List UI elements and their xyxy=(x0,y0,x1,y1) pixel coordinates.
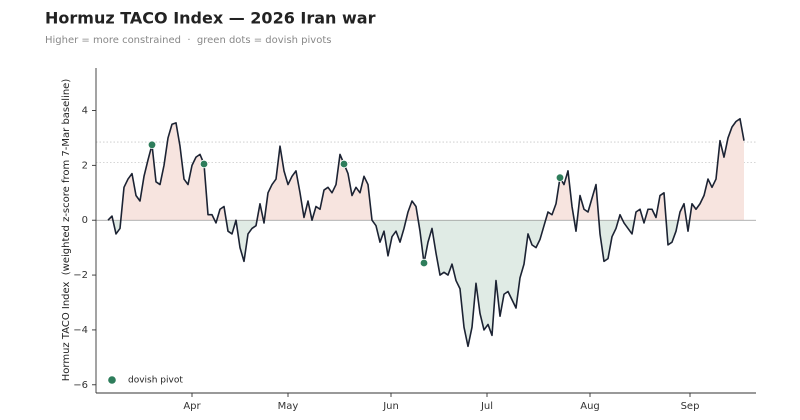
x-tick-label: Sep xyxy=(681,401,700,412)
pivot-dot xyxy=(339,159,349,169)
x-tick-label: Jun xyxy=(382,401,399,412)
x-tick-label: Jul xyxy=(480,401,493,412)
legend-label: dovish pivot xyxy=(128,376,183,386)
x-tick-label: May xyxy=(278,401,299,412)
x-tick-label: Apr xyxy=(183,401,201,412)
y-tick-label: −4 xyxy=(73,325,88,336)
y-tick-label: 0 xyxy=(82,215,88,226)
index-line xyxy=(107,117,745,348)
y-axis-label: Hormuz TACO Index (weighted z-score from… xyxy=(61,79,72,382)
positive-area xyxy=(108,118,744,221)
pivot-dot xyxy=(147,140,157,149)
pivot-dot xyxy=(419,258,429,268)
y-tick-label: 4 xyxy=(82,106,88,117)
negative-area xyxy=(112,220,690,347)
y-tick-label: −6 xyxy=(73,380,88,391)
legend-marker xyxy=(108,376,116,384)
x-tick-label: Aug xyxy=(580,401,600,412)
pivot-dot xyxy=(199,159,209,169)
y-tick-label: 2 xyxy=(82,160,88,171)
y-tick-label: −2 xyxy=(73,270,88,281)
chart-title: Hormuz TACO Index — 2026 Iran war xyxy=(45,9,376,28)
chart-subtitle: Higher = more constrained · green dots =… xyxy=(45,35,331,46)
pivot-dot xyxy=(555,173,565,182)
